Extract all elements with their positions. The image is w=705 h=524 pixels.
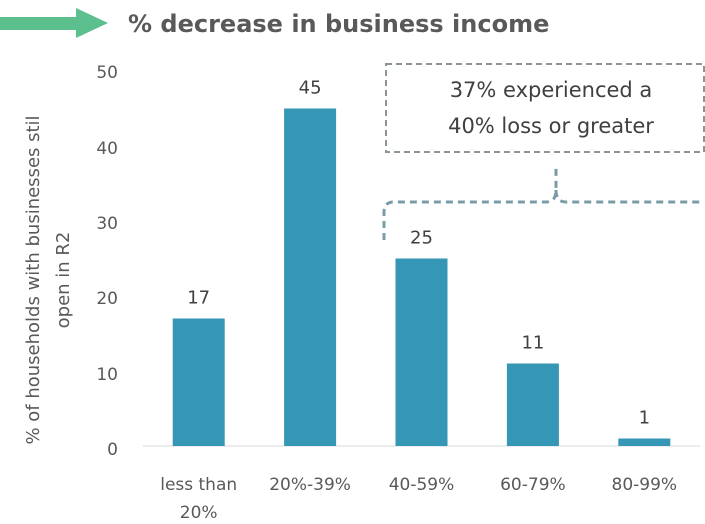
y-tick-labels: 0 10 20 30 40 50 [96, 63, 118, 460]
bar-20-39 [284, 109, 336, 447]
category-label-60-79: 60-79% [500, 475, 566, 495]
y-tick-0: 0 [107, 440, 118, 460]
chart-title: % decrease in business income [128, 10, 549, 38]
category-label-40-59: 40-59% [389, 475, 455, 495]
data-label-20-39: 45 [299, 78, 322, 99]
header-arrow-icon [0, 8, 108, 38]
category-label-less-than-20-line-1: less than [160, 475, 237, 495]
category-label-80-99: 80-99% [612, 475, 678, 495]
bar-40-59 [396, 259, 448, 447]
y-tick-10: 10 [96, 365, 118, 385]
data-label-less-than-20: 17 [187, 288, 210, 309]
category-label-20-39: 20%-39% [269, 475, 351, 495]
data-label-60-79: 11 [521, 333, 544, 354]
y-tick-30: 30 [96, 214, 118, 234]
bar-80-99 [618, 439, 670, 447]
data-label-40-59: 25 [410, 228, 433, 249]
annotation-text-line-1: 37% experienced a [450, 78, 653, 102]
y-tick-50: 50 [96, 63, 118, 83]
category-labels: less than 20% 20%-39% 40-59% 60-79% 80-9… [160, 475, 677, 523]
y-axis-label-line-1: % of households with businesses stil [23, 115, 44, 444]
y-axis-label-line-2: open in R2 [53, 232, 74, 329]
y-tick-20: 20 [96, 289, 118, 309]
annotation-text-line-2: 40% loss or greater [448, 114, 654, 138]
annotation-callout: 37% experienced a 40% loss or greater [384, 64, 704, 240]
bar-less-than-20 [173, 319, 225, 447]
data-label-80-99: 1 [639, 408, 650, 429]
y-tick-40: 40 [96, 139, 118, 159]
bar-60-79 [507, 364, 559, 447]
bars [173, 109, 671, 447]
category-label-less-than-20-line-2: 20% [180, 503, 218, 523]
